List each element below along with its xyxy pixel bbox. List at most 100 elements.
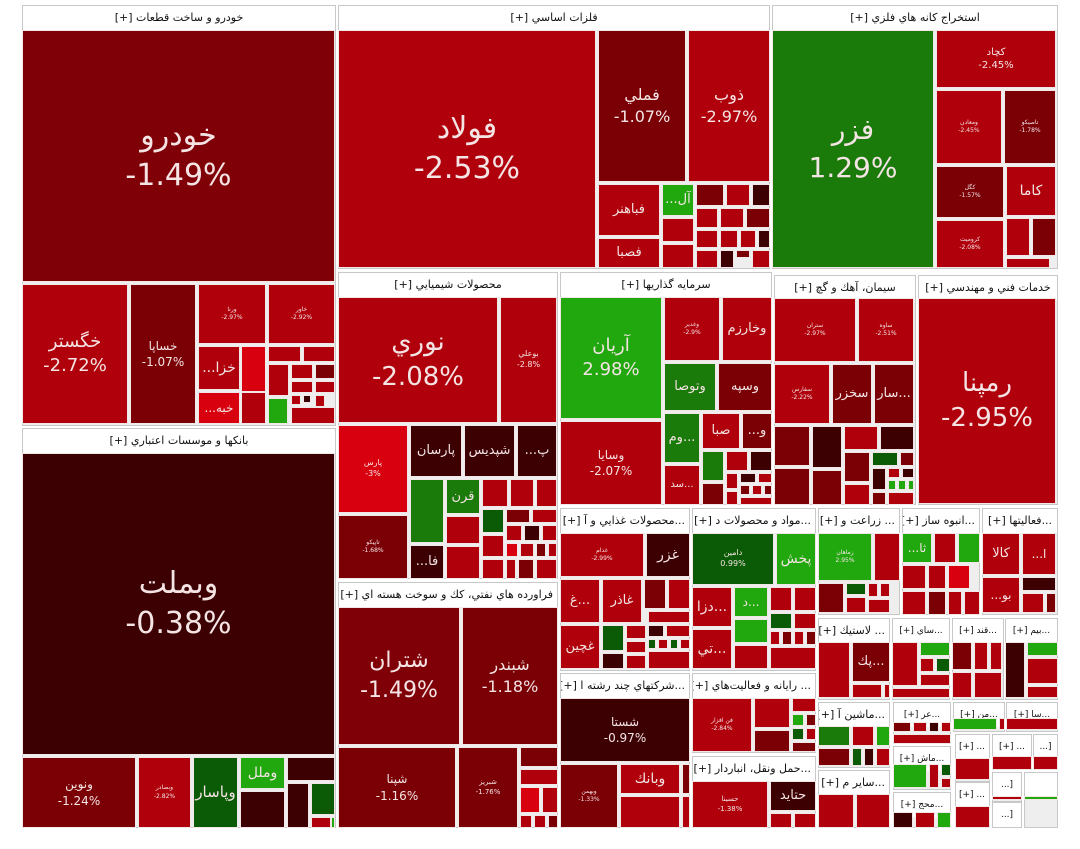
stock-tile[interactable]: ...سار <box>874 364 914 424</box>
stock-tile-unlabeled[interactable] <box>913 722 927 732</box>
stock-tile-unlabeled[interactable] <box>794 587 816 611</box>
stock-tile-unlabeled[interactable] <box>520 747 558 767</box>
stock-tile-unlabeled[interactable] <box>955 806 990 828</box>
stock-tile-unlabeled[interactable] <box>536 479 557 507</box>
stock-tile-unlabeled[interactable] <box>670 639 678 649</box>
stock-tile[interactable]: شبندر -1.18% <box>462 607 558 745</box>
sector-header-expand[interactable]: ...محصولات غذايي و آ [+] <box>561 509 689 533</box>
sector-header-expand[interactable]: ... زراعت و [+] <box>819 509 899 533</box>
stock-tile-unlabeled[interactable] <box>287 783 309 828</box>
stock-tile[interactable]: فولاد -2.53% <box>338 30 596 268</box>
stock-tile-unlabeled[interactable] <box>542 787 558 813</box>
stock-tile-unlabeled[interactable] <box>754 730 790 752</box>
stock-tile-unlabeled[interactable] <box>806 714 816 726</box>
sector-header-expand[interactable]: ... لاستيك [+] <box>819 619 889 643</box>
stock-tile-unlabeled[interactable] <box>864 748 874 766</box>
stock-tile-unlabeled[interactable] <box>648 639 656 649</box>
sector-header-expand[interactable]: فراورده هاي نفتي، كك و سوخت هسته اي [+] <box>339 583 557 607</box>
stock-tile[interactable]: شپديس <box>464 425 515 477</box>
stock-tile-unlabeled[interactable] <box>880 426 914 450</box>
stock-tile-unlabeled[interactable] <box>818 642 850 698</box>
stock-tile[interactable]: خزا... <box>198 346 240 390</box>
stock-tile[interactable]: فن افزار -2.84% <box>692 698 752 752</box>
sector-header-expand[interactable]: [... <box>1034 735 1057 759</box>
stock-tile-unlabeled[interactable] <box>520 769 558 785</box>
stock-tile-unlabeled[interactable] <box>846 583 866 595</box>
stock-tile-unlabeled[interactable] <box>770 647 816 669</box>
stock-tile[interactable]: سخزر <box>832 364 872 424</box>
stock-tile-unlabeled[interactable] <box>506 525 522 541</box>
stock-tile-unlabeled[interactable] <box>876 748 890 766</box>
stock-tile-unlabeled[interactable] <box>941 778 951 788</box>
stock-tile[interactable]: ذوب -2.97% <box>688 30 770 182</box>
stock-tile-unlabeled[interactable] <box>696 208 718 228</box>
stock-tile-unlabeled[interactable] <box>893 812 913 828</box>
stock-tile-unlabeled[interactable] <box>726 473 738 489</box>
stock-tile[interactable]: فصبا <box>598 238 660 268</box>
stock-tile-unlabeled[interactable] <box>941 722 951 732</box>
stock-tile-unlabeled[interactable] <box>974 642 988 670</box>
stock-tile-unlabeled[interactable] <box>844 426 878 450</box>
stock-tile-unlabeled[interactable] <box>948 591 962 615</box>
stock-tile-unlabeled[interactable] <box>792 714 804 726</box>
stock-tile-unlabeled[interactable] <box>953 718 997 730</box>
stock-tile-unlabeled[interactable] <box>794 613 816 629</box>
sector-header-expand[interactable]: ... رايانه و فعاليت‌هاي [+] <box>693 674 815 698</box>
sector-header-expand[interactable]: محصولات شيميايي [+] <box>339 273 557 297</box>
stock-tile-unlabeled[interactable] <box>620 796 680 828</box>
stock-tile-unlabeled[interactable] <box>696 230 718 248</box>
stock-tile-unlabeled[interactable] <box>668 579 690 609</box>
stock-tile[interactable]: وسايا -2.07% <box>560 421 662 505</box>
stock-tile-unlabeled[interactable] <box>726 184 750 206</box>
stock-tile[interactable]: قرن <box>446 479 480 514</box>
stock-tile[interactable]: سفارس -2.22% <box>774 364 830 424</box>
stock-tile-unlabeled[interactable] <box>311 817 331 828</box>
stock-tile-unlabeled[interactable] <box>868 583 878 597</box>
stock-tile-unlabeled[interactable] <box>291 395 301 405</box>
stock-tile-unlabeled[interactable] <box>852 726 874 746</box>
stock-tile-unlabeled[interactable] <box>764 485 772 495</box>
stock-tile-unlabeled[interactable] <box>268 346 301 362</box>
stock-tile-unlabeled[interactable] <box>806 728 816 740</box>
stock-tile[interactable]: بوعلي -2.8% <box>500 297 557 423</box>
stock-tile[interactable]: ...سد <box>664 465 700 505</box>
stock-tile-unlabeled[interactable] <box>892 688 950 698</box>
stock-tile-unlabeled[interactable] <box>794 813 816 828</box>
stock-tile-unlabeled[interactable] <box>520 815 532 828</box>
sector-header-expand[interactable]: سرمايه گذاريها [+] <box>561 273 771 297</box>
stock-tile-unlabeled[interactable] <box>241 346 266 392</box>
sector-header-expand[interactable]: ...حمل ونقل، انباردار [+] <box>693 757 815 781</box>
stock-tile[interactable]: شبريز -1.76% <box>458 747 518 828</box>
stock-tile-unlabeled[interactable] <box>734 619 768 643</box>
stock-tile[interactable]: ...پك <box>852 642 890 682</box>
stock-tile-unlabeled[interactable] <box>740 473 756 483</box>
stock-tile-unlabeled[interactable] <box>482 509 504 533</box>
stock-tile-unlabeled[interactable] <box>1022 593 1044 613</box>
stock-tile-unlabeled[interactable] <box>852 684 882 698</box>
stock-tile[interactable]: وپاسار <box>193 757 238 828</box>
stock-tile-unlabeled[interactable] <box>506 559 516 579</box>
stock-tile-unlabeled[interactable] <box>770 587 792 611</box>
stock-tile-unlabeled[interactable] <box>648 651 690 669</box>
stock-tile[interactable]: شستا -0.97% <box>560 698 690 762</box>
stock-tile-unlabeled[interactable] <box>888 468 900 478</box>
stock-tile-unlabeled[interactable] <box>1032 218 1056 256</box>
stock-tile-unlabeled[interactable] <box>662 218 694 242</box>
stock-tile-unlabeled[interactable] <box>520 543 534 557</box>
stock-tile-unlabeled[interactable] <box>752 250 770 268</box>
stock-tile-unlabeled[interactable] <box>999 718 1005 730</box>
stock-tile[interactable]: خساپا -1.07% <box>130 284 196 424</box>
sector-header-expand[interactable]: بانكها و موسسات اعتباري [+] <box>23 429 335 453</box>
stock-tile-unlabeled[interactable] <box>792 742 816 752</box>
sector-header-expand[interactable]: ...قند [+] <box>953 619 1003 643</box>
stock-tile[interactable]: صبا <box>702 413 740 449</box>
stock-tile[interactable]: ...دزا <box>692 587 732 627</box>
stock-tile-unlabeled[interactable] <box>734 645 768 669</box>
stock-tile[interactable]: خودرو -1.49% <box>22 30 335 282</box>
stock-tile-unlabeled[interactable] <box>702 451 724 481</box>
stock-tile[interactable]: كگل -1.57% <box>936 166 1004 218</box>
stock-tile-unlabeled[interactable] <box>908 480 914 490</box>
stock-tile-unlabeled[interactable] <box>740 230 756 248</box>
stock-tile-unlabeled[interactable] <box>941 764 951 776</box>
stock-tile[interactable]: زماهان 2.95% <box>818 533 872 581</box>
